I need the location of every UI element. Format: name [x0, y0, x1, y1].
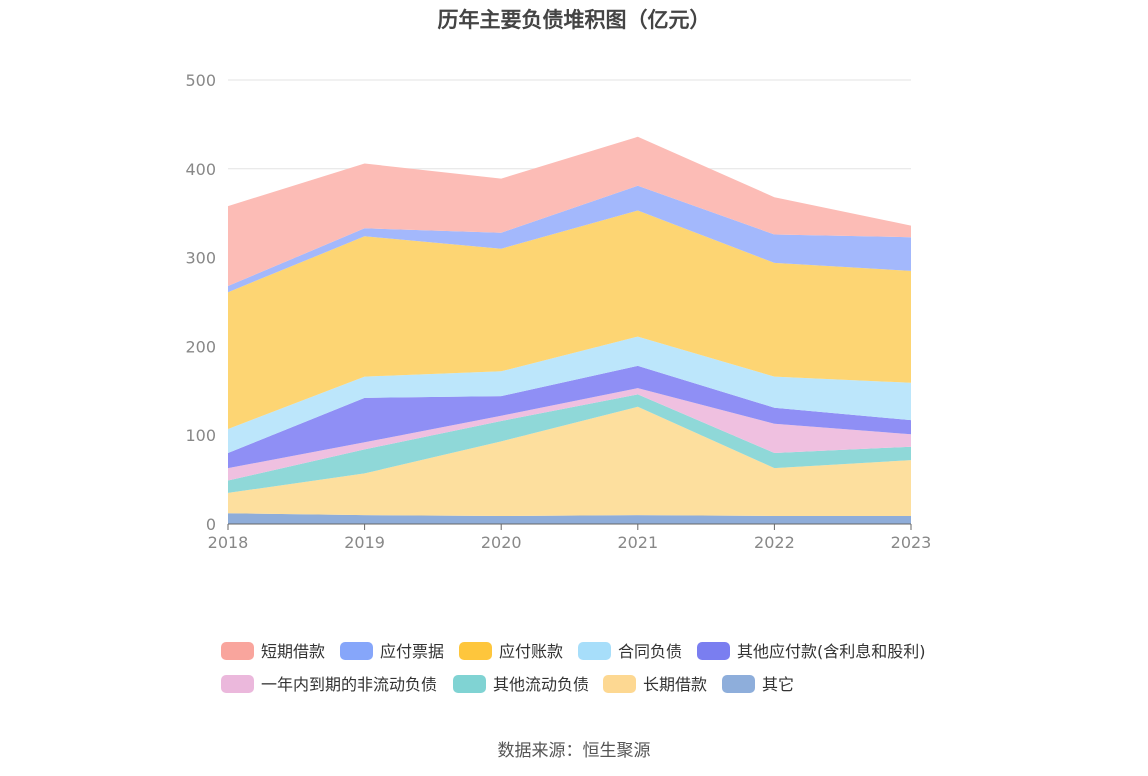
area-series-layer — [228, 136, 911, 524]
area-series-6 — [228, 210, 911, 429]
x-tick-label: 2019 — [344, 533, 385, 552]
legend-swatch-3 — [578, 642, 611, 660]
area-series-4 — [228, 365, 911, 469]
legend-label-1: 应付票据 — [380, 642, 444, 661]
legend-swatch-1 — [340, 642, 373, 660]
y-tick-label: 100 — [185, 426, 216, 445]
legend-label-5: 一年内到期的非流动负债 — [261, 675, 437, 694]
source-note: 数据来源：恒生聚源 — [497, 741, 651, 761]
legend-swatch-2 — [459, 642, 492, 660]
y-tick-label: 500 — [185, 71, 216, 90]
legend-label-4: 其他应付款(含利息和股利) — [737, 642, 926, 661]
legend-swatch-5 — [221, 675, 254, 693]
area-series-0 — [228, 513, 911, 524]
x-tick-label: 2023 — [891, 533, 932, 552]
legend-label-2: 应付账款 — [499, 642, 563, 661]
area-series-5 — [228, 336, 911, 453]
area-series-2 — [228, 394, 911, 493]
legend-swatch-8 — [722, 675, 755, 693]
x-tick-label: 2018 — [208, 533, 249, 552]
x-tick-label: 2020 — [481, 533, 522, 552]
legend-swatch-0 — [221, 642, 254, 660]
y-tick-label: 300 — [185, 249, 216, 268]
legend-label-7: 长期借款 — [643, 675, 707, 694]
legend-swatch-4 — [697, 642, 730, 660]
legend-label-6: 其他流动负债 — [493, 675, 589, 694]
y-tick-label: 200 — [185, 337, 216, 356]
x-tick-label: 2021 — [617, 533, 658, 552]
legend: 短期借款 应付票据 应付账款 合同负债 其他应付款(含利息和股利) 一年内到期的非流动负债… — [221, 642, 926, 694]
area-series-3 — [228, 388, 911, 481]
legend-swatch-7 — [603, 675, 636, 693]
y-tick-label: 400 — [185, 160, 216, 179]
area-series-8 — [228, 136, 911, 286]
chart-title: 历年主要负债堆积图（亿元） — [437, 8, 711, 32]
y-tick-label: 0 — [206, 515, 216, 534]
area-series-7 — [228, 185, 911, 293]
legend-label-0: 短期借款 — [261, 642, 325, 661]
legend-swatch-6 — [453, 675, 486, 693]
x-tick-label: 2022 — [754, 533, 795, 552]
area-series-1 — [228, 406, 911, 516]
axes: 0 100 200 300 400 500 2018 2019 2020 2021 2022 2023 — [185, 71, 931, 552]
legend-label-3: 合同负债 — [618, 642, 682, 661]
legend-label-8: 其它 — [762, 675, 794, 694]
